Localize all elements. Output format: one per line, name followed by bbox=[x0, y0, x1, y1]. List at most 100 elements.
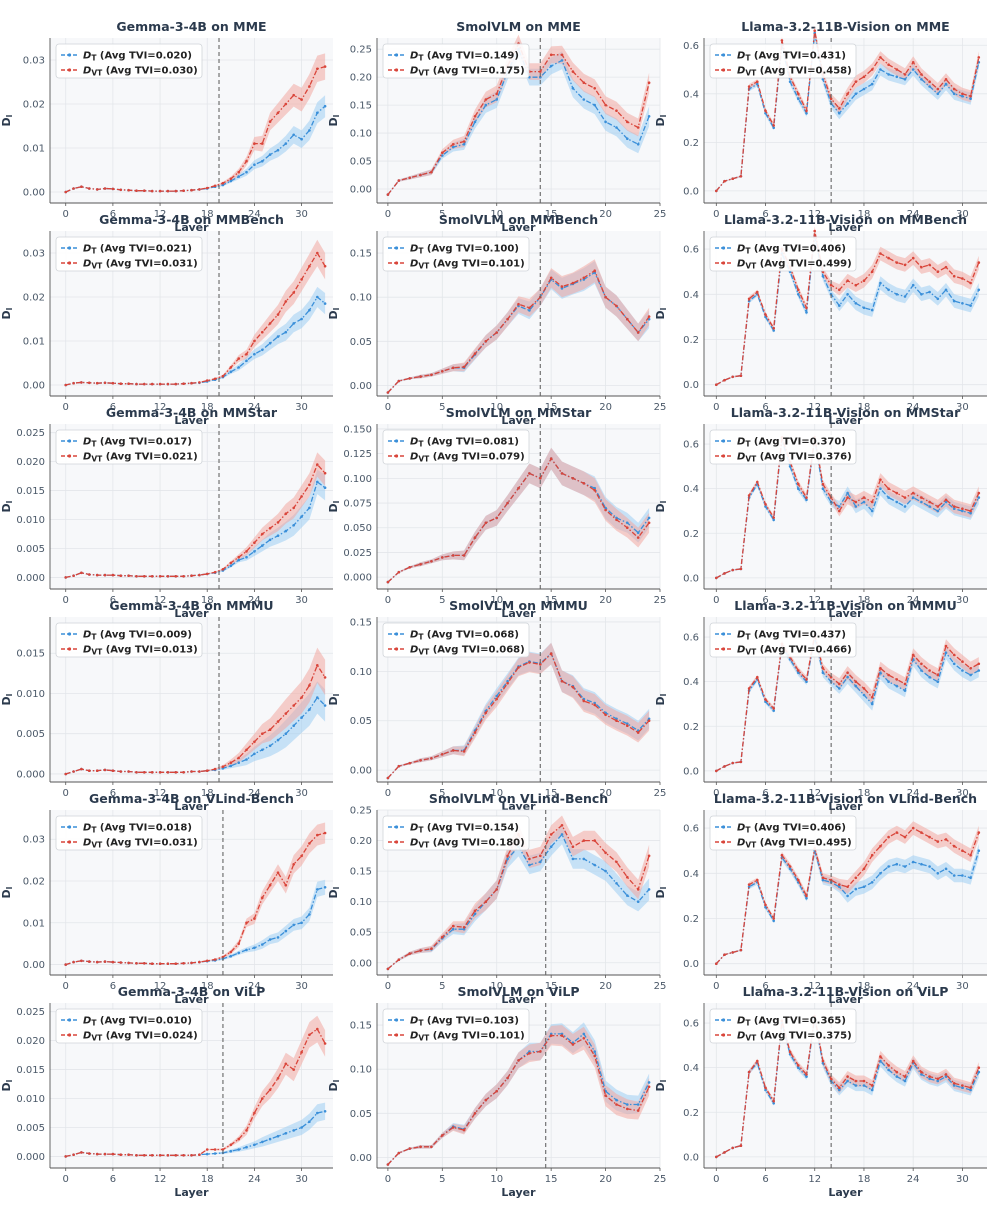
data-point bbox=[715, 962, 718, 965]
legend-box bbox=[382, 622, 530, 658]
data-point bbox=[626, 526, 629, 529]
data-point bbox=[961, 669, 964, 672]
data-point bbox=[821, 671, 825, 674]
data-point bbox=[528, 472, 531, 475]
confidence-band-VT bbox=[387, 1025, 650, 1165]
data-point bbox=[846, 675, 849, 679]
data-point bbox=[797, 97, 800, 100]
data-point bbox=[961, 660, 964, 663]
data-point bbox=[166, 771, 170, 774]
legend-label-T: DT (Avg TVI=0.406) bbox=[737, 823, 846, 835]
data-point bbox=[756, 480, 759, 484]
data-point bbox=[903, 835, 907, 839]
data-point bbox=[838, 687, 841, 690]
data-point bbox=[647, 1081, 651, 1084]
legend-label-VT: DVT (Avg TVI=0.030) bbox=[83, 66, 198, 78]
data-point bbox=[895, 1075, 899, 1078]
data-point bbox=[462, 750, 466, 753]
data-point bbox=[747, 85, 751, 88]
legend-label-VT: DVT (Avg TVI=0.031) bbox=[83, 838, 198, 850]
data-point bbox=[977, 849, 981, 852]
data-point bbox=[739, 567, 743, 571]
data-point bbox=[261, 896, 264, 899]
data-point bbox=[952, 507, 956, 511]
data-point bbox=[205, 186, 209, 190]
data-point bbox=[887, 288, 890, 292]
data-point bbox=[549, 845, 553, 848]
data-point bbox=[300, 1050, 303, 1054]
data-point bbox=[95, 960, 99, 964]
x-tick-label: 12 bbox=[154, 981, 167, 992]
subplot-9: Gemma-3-4B on MMMU 0.000 0.005 0.010 0.015 0 6… bbox=[0, 598, 333, 813]
data-point bbox=[308, 264, 311, 268]
y-axis-label: Dl bbox=[327, 886, 341, 898]
subplot-1: SmolVLM on MME 0.00 0.05 0.10 0.15 0.20 0.25 0 5… bbox=[327, 19, 666, 234]
y-tick-label: 0.2 bbox=[683, 722, 699, 733]
data-point bbox=[952, 87, 956, 91]
legend-box bbox=[55, 1008, 203, 1044]
data-point bbox=[977, 1070, 981, 1074]
data-point bbox=[636, 900, 640, 903]
y-tick-label: 0.00 bbox=[350, 766, 372, 777]
subplot-6: Gemma-3-4B on MMStar 0.000 0.005 0.010 0.015… bbox=[0, 405, 333, 620]
data-point bbox=[419, 375, 422, 378]
data-point bbox=[245, 1145, 248, 1149]
legend: DT (Avg TVI=0.010) DVT (Avg TVI=0.024) bbox=[55, 1008, 203, 1044]
x-tick-label: 18 bbox=[201, 595, 214, 606]
x-tick-label: 0 bbox=[63, 981, 69, 992]
data-point bbox=[253, 946, 256, 950]
data-point bbox=[441, 370, 444, 373]
data-point bbox=[229, 954, 233, 958]
data-point bbox=[756, 290, 759, 294]
y-axis-label: Dl bbox=[654, 307, 668, 319]
data-point bbox=[245, 352, 248, 356]
data-point bbox=[261, 142, 264, 145]
data-point bbox=[571, 685, 575, 689]
data-point bbox=[838, 288, 841, 292]
data-point bbox=[549, 1034, 553, 1037]
y-tick-label: 0.00 bbox=[350, 958, 372, 969]
data-point bbox=[316, 833, 319, 837]
data-point bbox=[560, 287, 564, 290]
y-tick-label: 0.03 bbox=[23, 835, 45, 846]
data-point bbox=[969, 509, 972, 513]
confidence-band-VT bbox=[65, 647, 326, 774]
data-point bbox=[862, 867, 866, 871]
y-axis-label: Dl bbox=[327, 693, 341, 705]
data-point bbox=[268, 1137, 272, 1141]
data-point bbox=[911, 61, 915, 64]
data-point bbox=[150, 771, 154, 774]
y-tick-label: 0.6 bbox=[683, 1019, 699, 1030]
data-point bbox=[300, 515, 303, 518]
data-point bbox=[174, 189, 178, 193]
data-point bbox=[829, 1077, 833, 1081]
x-tick-label: 24 bbox=[248, 402, 261, 413]
legend: DT (Avg TVI=0.100) DVT (Avg TVI=0.101) bbox=[382, 236, 530, 272]
legend-marker bbox=[67, 632, 72, 636]
data-point bbox=[539, 854, 542, 858]
data-point bbox=[386, 391, 390, 394]
data-point bbox=[879, 252, 882, 255]
x-tick-label: 6 bbox=[110, 981, 116, 992]
data-point bbox=[316, 1027, 319, 1031]
legend-marker bbox=[721, 68, 726, 72]
y-tick-label: 0.6 bbox=[683, 824, 699, 835]
x-tick-label: 18 bbox=[201, 981, 214, 992]
y-tick-label: 0.20 bbox=[350, 836, 372, 847]
data-point bbox=[88, 187, 91, 190]
data-point bbox=[111, 573, 115, 577]
data-point bbox=[615, 126, 618, 129]
legend-label-T: DT (Avg TVI=0.081) bbox=[410, 437, 519, 449]
x-tick-label: 6 bbox=[110, 402, 116, 413]
legend-label-T: DT (Avg TVI=0.437) bbox=[737, 630, 846, 642]
data-point bbox=[253, 541, 256, 544]
y-tick-label: 0.05 bbox=[350, 1109, 372, 1120]
data-point bbox=[895, 68, 899, 71]
x-tick-label: 20 bbox=[599, 595, 612, 606]
data-point bbox=[276, 720, 280, 723]
data-point bbox=[821, 78, 825, 81]
data-point bbox=[135, 189, 138, 192]
data-point bbox=[870, 308, 874, 312]
subplot-title: SmolVLM on MME bbox=[456, 19, 581, 34]
data-point bbox=[506, 679, 509, 683]
